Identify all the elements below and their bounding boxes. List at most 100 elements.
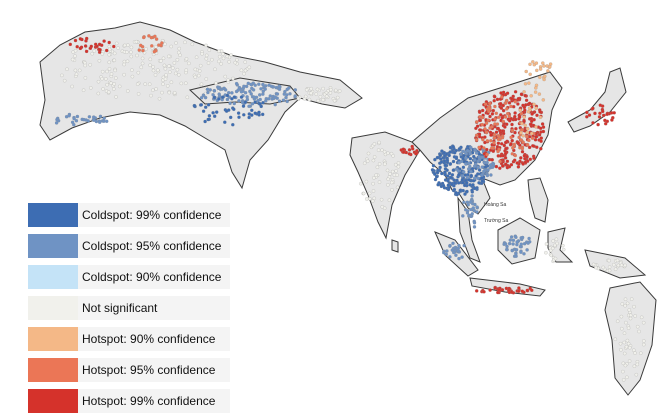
map-dot bbox=[480, 115, 485, 120]
map-dot bbox=[498, 154, 503, 158]
map-dot bbox=[75, 114, 80, 119]
map-dot bbox=[433, 157, 437, 162]
map-dot bbox=[446, 183, 450, 187]
map-dot bbox=[250, 102, 255, 106]
map-dot bbox=[70, 57, 75, 62]
map-dot bbox=[519, 138, 524, 142]
map-dot bbox=[225, 97, 230, 102]
map-dot bbox=[116, 46, 120, 50]
map-dot bbox=[607, 265, 612, 269]
map-dot bbox=[505, 98, 509, 103]
map-dot bbox=[167, 54, 171, 59]
map-dot bbox=[141, 48, 145, 53]
map-dot bbox=[177, 46, 181, 51]
map-dot bbox=[489, 173, 493, 177]
map-dot bbox=[221, 56, 226, 61]
map-dot bbox=[496, 126, 500, 131]
map-dot bbox=[469, 169, 473, 174]
map-dot bbox=[485, 139, 490, 143]
map-dot bbox=[456, 169, 460, 173]
map-dot bbox=[234, 89, 239, 94]
map-dot bbox=[532, 117, 536, 122]
map-dot bbox=[214, 81, 218, 85]
map-dot bbox=[91, 115, 96, 119]
map-dot bbox=[212, 95, 216, 100]
map-dot bbox=[314, 92, 318, 96]
map-dot bbox=[434, 174, 439, 179]
map-dot bbox=[602, 113, 606, 118]
map-dot bbox=[334, 88, 338, 93]
map-dot bbox=[105, 82, 109, 87]
map-dot bbox=[242, 113, 246, 117]
map-dot bbox=[534, 135, 538, 139]
map-dot bbox=[471, 183, 475, 187]
map-dot bbox=[264, 99, 268, 103]
map-dot bbox=[261, 92, 265, 96]
map-dot bbox=[502, 143, 506, 148]
map-dot bbox=[519, 242, 524, 246]
map-dot bbox=[544, 250, 548, 255]
map-dot bbox=[605, 112, 609, 117]
map-dot bbox=[77, 68, 82, 73]
map-dot bbox=[500, 142, 504, 146]
map-dot bbox=[494, 130, 499, 134]
map-dot bbox=[523, 123, 527, 128]
map-dot bbox=[149, 93, 153, 98]
map-dot bbox=[480, 176, 484, 180]
map-dot bbox=[55, 117, 59, 122]
map-dot bbox=[439, 157, 443, 161]
map-dot bbox=[90, 52, 94, 56]
map-dot bbox=[473, 148, 477, 152]
map-dot bbox=[522, 241, 527, 246]
map-dot bbox=[522, 119, 526, 124]
map-dot bbox=[396, 164, 401, 169]
map-dot bbox=[642, 339, 646, 343]
map-dot bbox=[549, 253, 554, 258]
map-dot bbox=[464, 156, 468, 160]
map-dot bbox=[281, 98, 286, 102]
map-dot bbox=[488, 114, 492, 119]
map-dot bbox=[232, 95, 237, 99]
map-dot bbox=[377, 180, 382, 184]
map-dot bbox=[386, 151, 390, 155]
map-dot bbox=[523, 93, 527, 98]
map-dot bbox=[513, 158, 517, 162]
map-dot bbox=[237, 85, 242, 90]
map-dot bbox=[89, 86, 93, 90]
map-dot bbox=[448, 255, 452, 259]
map-dot bbox=[591, 121, 595, 125]
map-dot bbox=[184, 57, 189, 61]
map-dot bbox=[229, 53, 233, 57]
map-dot bbox=[207, 48, 211, 52]
map-dot bbox=[480, 122, 484, 127]
map-dot bbox=[154, 45, 158, 49]
map-dot bbox=[509, 142, 513, 146]
map-dot bbox=[366, 151, 371, 156]
map-dot bbox=[223, 88, 228, 92]
map-dot bbox=[414, 152, 418, 156]
map-dot bbox=[438, 165, 442, 170]
map-dot bbox=[443, 167, 448, 171]
map-dot bbox=[167, 90, 171, 95]
map-dot bbox=[232, 101, 236, 106]
map-dot bbox=[144, 47, 148, 51]
map-dot bbox=[517, 135, 521, 140]
map-dot bbox=[175, 58, 180, 62]
map-dot bbox=[529, 94, 533, 98]
map-dot bbox=[612, 263, 616, 267]
map-dot bbox=[632, 364, 637, 368]
map-dot bbox=[503, 156, 508, 160]
map-dot bbox=[514, 252, 518, 256]
map-dot bbox=[594, 265, 598, 270]
map-dot bbox=[485, 147, 489, 152]
map-dot bbox=[148, 63, 152, 67]
map-dot bbox=[221, 52, 225, 56]
map-dot bbox=[285, 93, 289, 97]
map-dot bbox=[102, 116, 106, 121]
map-dot bbox=[371, 189, 376, 193]
map-dot bbox=[477, 132, 482, 136]
map-dot bbox=[359, 181, 363, 186]
map-dot bbox=[217, 49, 221, 54]
map-dot bbox=[157, 96, 162, 101]
map-dot bbox=[455, 178, 459, 183]
